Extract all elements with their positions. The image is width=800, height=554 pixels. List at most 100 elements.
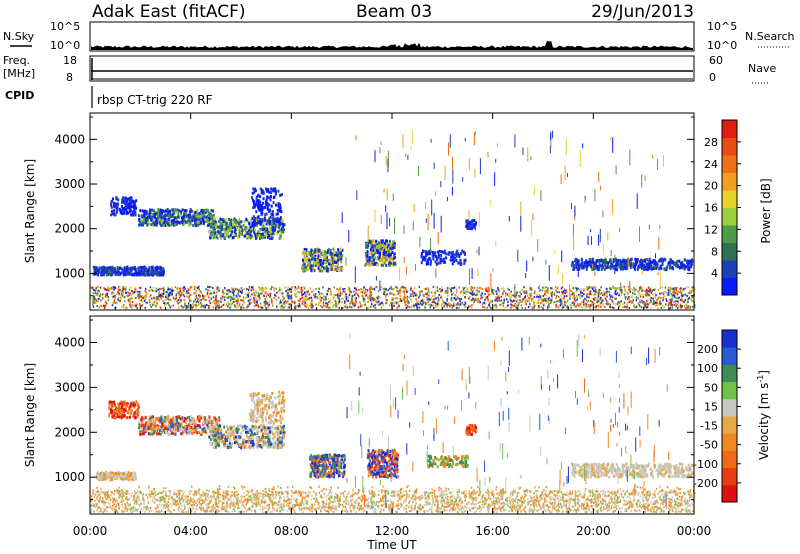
radar-cell: [430, 304, 433, 307]
radar-cell: [596, 300, 598, 303]
radar-cell: [464, 290, 467, 293]
radar-cell: [494, 304, 496, 307]
radar-cell: [464, 301, 466, 304]
radar-cell: [122, 269, 125, 273]
radar-cell: [337, 294, 339, 297]
radar-cell: [547, 291, 549, 294]
radar-cell: [581, 306, 584, 309]
radar-cell: [543, 297, 546, 300]
radar-cell: [130, 213, 132, 217]
radar-cell: [154, 298, 157, 301]
radar-cell: [465, 219, 468, 223]
beam-title: Beam 03: [356, 2, 432, 22]
radar-cell: [589, 286, 591, 289]
radar-cell: [659, 292, 661, 295]
radar-cell: [143, 217, 146, 221]
radar-cell: [310, 264, 313, 268]
radar-cell: [279, 206, 282, 210]
radar-cell: [289, 303, 292, 306]
radar-cell: [406, 305, 409, 308]
radar-cell: [669, 289, 672, 292]
radar-cell: [120, 295, 122, 298]
radar-cell: [600, 301, 603, 304]
radar-cell: [337, 302, 339, 305]
radar-cell: [490, 300, 493, 303]
radar-cell: [661, 263, 664, 267]
radar-cell: [182, 289, 185, 291]
radar-cell: [539, 295, 542, 298]
radar-cell: [673, 295, 676, 298]
radar-cell: [164, 220, 167, 224]
radar-cell: [511, 300, 513, 303]
radar-cell: [605, 302, 608, 305]
radar-cell: [324, 299, 326, 302]
radar-cell: [236, 298, 239, 301]
radar-cell: [329, 288, 331, 291]
radar-cell: [338, 258, 341, 261]
radar-cell: [349, 300, 352, 303]
radar-cell: [611, 294, 613, 297]
radar-cell: [140, 296, 143, 299]
radar-cell: [606, 295, 608, 298]
radar-cell: [575, 265, 578, 269]
radar-cell: [418, 306, 420, 309]
radar-cell: [351, 302, 354, 305]
radar-cell: [435, 290, 437, 293]
radar-cell: [240, 225, 243, 229]
radar-cell: [230, 297, 233, 300]
radar-cell: [383, 261, 386, 265]
radar-cell: [435, 255, 437, 258]
radar-cell: [412, 291, 415, 294]
radar-cell: [542, 294, 544, 297]
radar-cell: [622, 258, 625, 262]
radar-cell: [375, 300, 377, 303]
radar-cell: [138, 296, 140, 299]
radar-cell: [228, 217, 230, 221]
radar-cell: [507, 300, 509, 303]
radar-cell: [609, 264, 612, 268]
radar-cell: [643, 301, 645, 303]
radar-cell: [110, 203, 113, 207]
radar-cell: [642, 301, 644, 304]
radar-cell: [383, 241, 386, 245]
radar-cell: [487, 299, 489, 302]
radar-cell: [333, 256, 336, 260]
radar-cell: [103, 307, 106, 310]
radar-cell: [194, 211, 197, 214]
radar-cell: [376, 302, 379, 305]
radar-cell: [269, 198, 272, 202]
radar-cell: [407, 302, 409, 305]
radar-cell: [257, 206, 260, 209]
radar-cell: [432, 285, 435, 288]
radar-cell: [354, 299, 357, 302]
radar-cell: [319, 296, 321, 299]
radar-cell: [664, 290, 666, 293]
radar-cell: [278, 209, 281, 213]
radar-cell: [448, 304, 451, 307]
radar-cell: [426, 287, 429, 289]
radar-cell: [595, 259, 598, 263]
radar-cell: [573, 297, 576, 300]
radar-cell: [260, 292, 263, 295]
radar-cell: [200, 303, 203, 306]
radar-cell: [620, 267, 622, 271]
radar-cell: [159, 220, 162, 224]
radar-cell: [367, 240, 370, 244]
radar-cell: [135, 303, 138, 306]
radar-cell: [460, 262, 463, 266]
radar-cell: [320, 305, 322, 308]
radar-cell: [191, 307, 193, 310]
radar-cell: [279, 234, 282, 238]
radar-cell: [163, 218, 166, 222]
radar-cell: [134, 272, 137, 276]
radar-cell: [648, 288, 651, 291]
radar-cell: [113, 201, 115, 205]
radar-cell: [205, 294, 208, 297]
radar-cell: [381, 248, 384, 252]
radar-cell: [127, 291, 129, 294]
radar-cell: [595, 305, 597, 308]
radar-cell: [406, 297, 409, 300]
radar-cell: [424, 305, 426, 308]
radar-cell: [639, 292, 641, 294]
radar-cell: [369, 263, 372, 267]
